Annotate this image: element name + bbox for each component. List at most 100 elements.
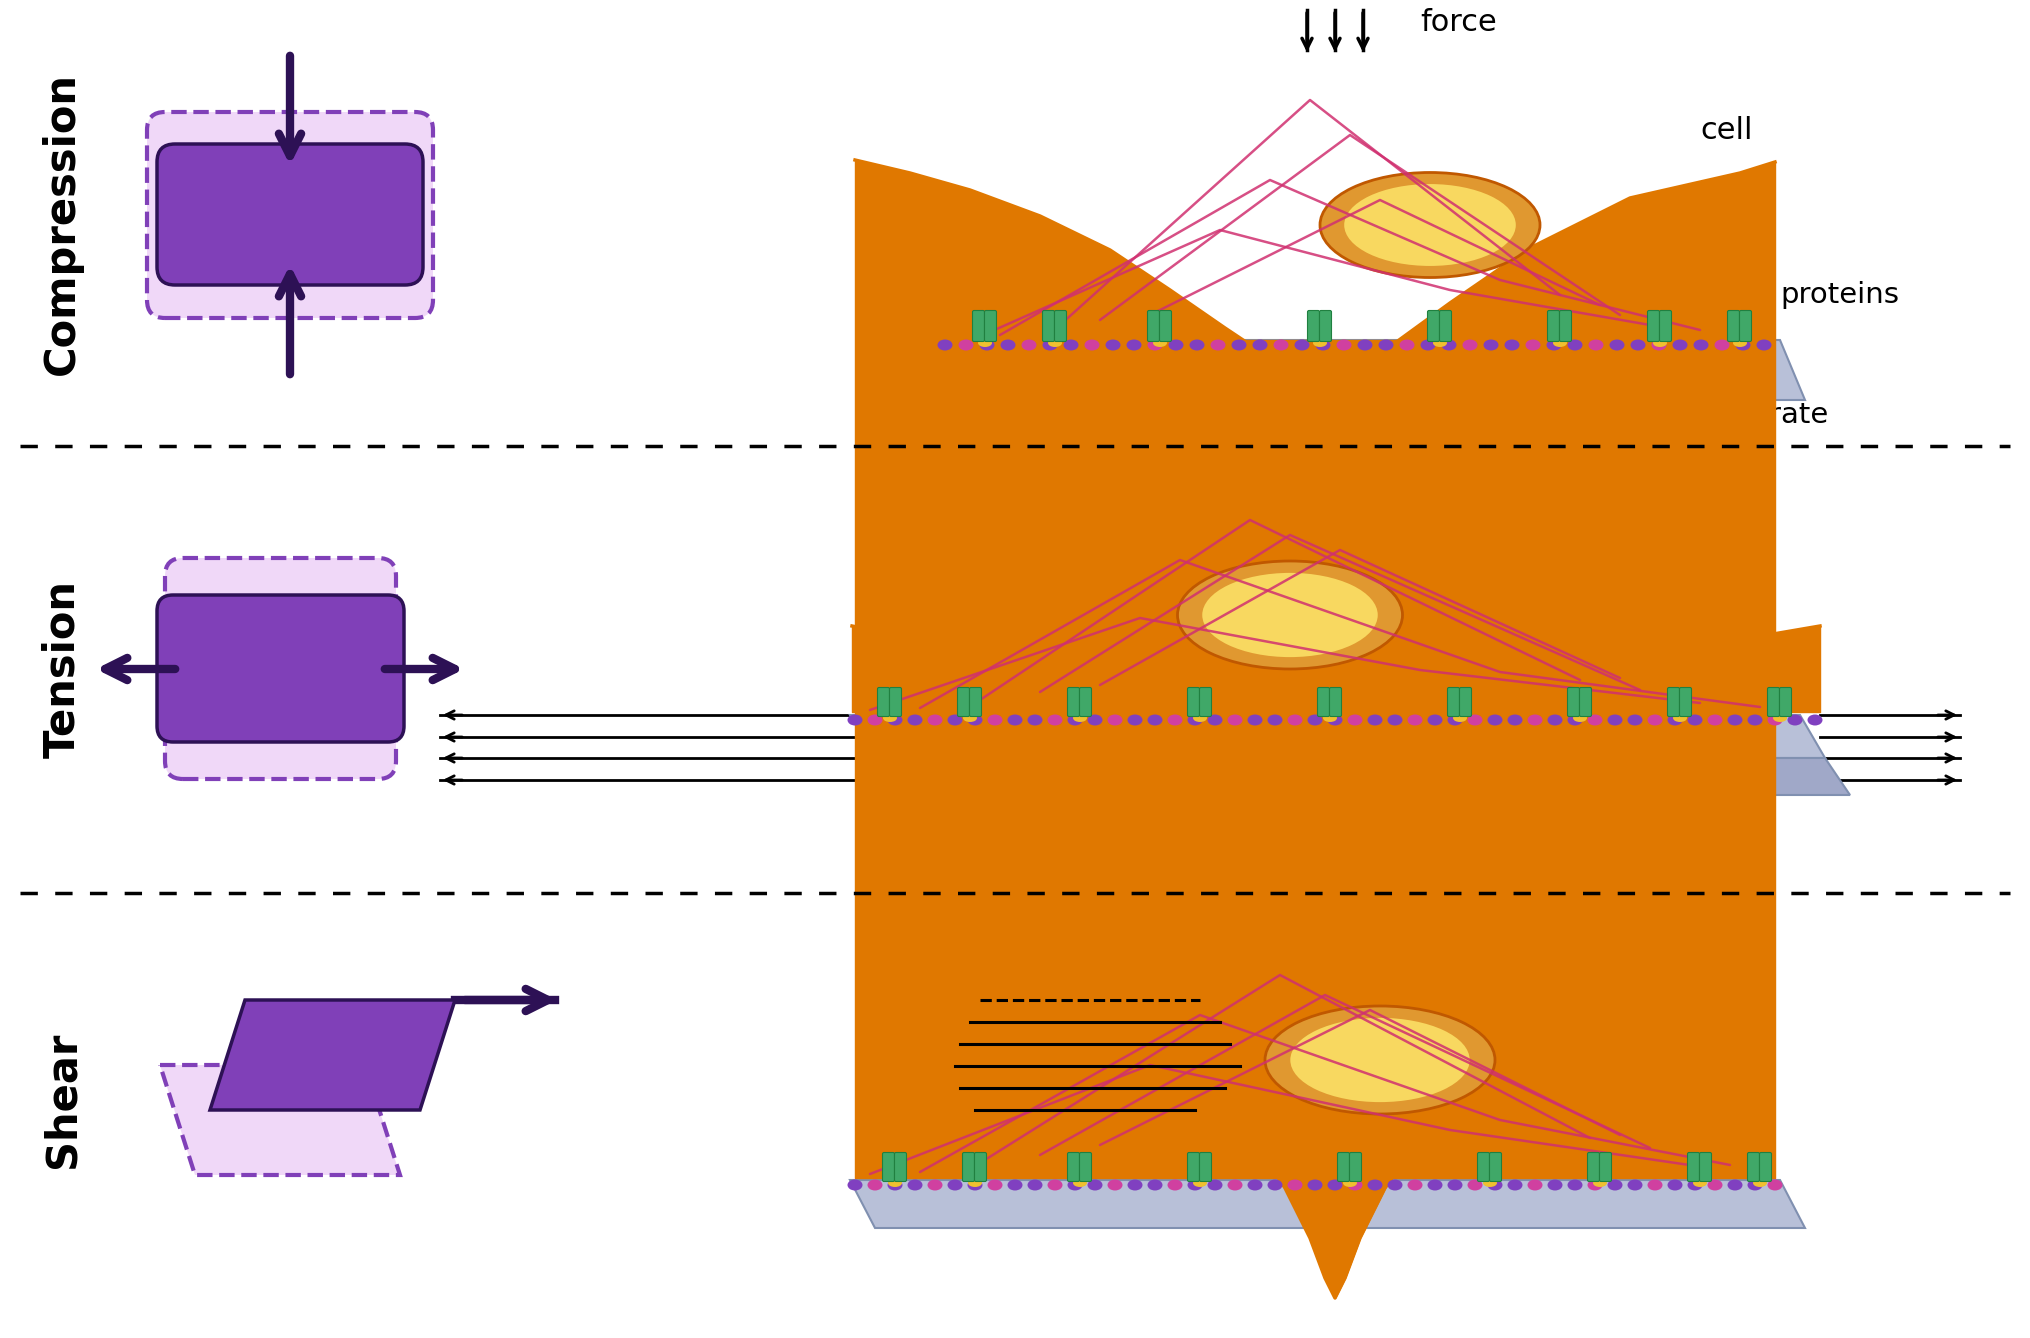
Ellipse shape xyxy=(1307,714,1322,725)
Ellipse shape xyxy=(962,714,976,723)
Ellipse shape xyxy=(1587,1180,1602,1191)
Ellipse shape xyxy=(1687,714,1703,725)
FancyBboxPatch shape xyxy=(1460,688,1472,717)
FancyBboxPatch shape xyxy=(1780,688,1792,717)
Ellipse shape xyxy=(847,1180,863,1191)
FancyBboxPatch shape xyxy=(1350,1152,1362,1181)
FancyBboxPatch shape xyxy=(1317,688,1330,717)
Ellipse shape xyxy=(1608,714,1622,725)
FancyBboxPatch shape xyxy=(1648,310,1659,341)
Ellipse shape xyxy=(1253,340,1267,351)
Ellipse shape xyxy=(1108,714,1123,725)
Ellipse shape xyxy=(1368,714,1382,725)
Ellipse shape xyxy=(1788,714,1803,725)
Ellipse shape xyxy=(1291,1018,1470,1103)
Ellipse shape xyxy=(1468,1180,1482,1191)
Ellipse shape xyxy=(1527,714,1543,725)
Ellipse shape xyxy=(1127,714,1143,725)
Ellipse shape xyxy=(1358,340,1372,351)
FancyBboxPatch shape xyxy=(1147,310,1159,341)
Ellipse shape xyxy=(1027,1180,1043,1191)
Ellipse shape xyxy=(907,714,922,725)
Ellipse shape xyxy=(1208,1180,1222,1191)
Ellipse shape xyxy=(928,1180,942,1191)
Ellipse shape xyxy=(1127,340,1141,351)
Ellipse shape xyxy=(1248,714,1263,725)
Ellipse shape xyxy=(1553,339,1567,347)
Ellipse shape xyxy=(1421,340,1435,351)
Ellipse shape xyxy=(1001,340,1015,351)
Ellipse shape xyxy=(1433,339,1447,347)
Polygon shape xyxy=(851,1180,1805,1228)
Ellipse shape xyxy=(1108,1180,1123,1191)
FancyBboxPatch shape xyxy=(1740,310,1752,341)
Ellipse shape xyxy=(928,714,942,725)
Ellipse shape xyxy=(1169,340,1183,351)
FancyBboxPatch shape xyxy=(1447,688,1460,717)
Ellipse shape xyxy=(1021,340,1037,351)
Ellipse shape xyxy=(1673,340,1687,351)
Ellipse shape xyxy=(1088,714,1102,725)
Ellipse shape xyxy=(1368,1180,1382,1191)
FancyBboxPatch shape xyxy=(1567,688,1579,717)
FancyBboxPatch shape xyxy=(156,595,404,743)
Ellipse shape xyxy=(1328,1180,1342,1191)
Ellipse shape xyxy=(1147,1180,1163,1191)
FancyBboxPatch shape xyxy=(1547,310,1559,341)
Ellipse shape xyxy=(1027,714,1043,725)
FancyBboxPatch shape xyxy=(1587,1152,1600,1181)
FancyBboxPatch shape xyxy=(877,688,889,717)
Ellipse shape xyxy=(1313,339,1328,347)
Ellipse shape xyxy=(847,714,863,725)
Ellipse shape xyxy=(887,714,903,725)
Ellipse shape xyxy=(1190,340,1204,351)
FancyBboxPatch shape xyxy=(156,145,422,285)
FancyBboxPatch shape xyxy=(1579,688,1592,717)
Ellipse shape xyxy=(938,340,952,351)
Ellipse shape xyxy=(1728,714,1742,725)
Ellipse shape xyxy=(1336,340,1352,351)
Ellipse shape xyxy=(1667,714,1683,725)
Ellipse shape xyxy=(1167,714,1183,725)
Ellipse shape xyxy=(1427,1180,1443,1191)
Ellipse shape xyxy=(1407,714,1423,725)
Text: substrate: substrate xyxy=(1691,401,1829,429)
FancyBboxPatch shape xyxy=(1600,1152,1612,1181)
Ellipse shape xyxy=(1707,714,1723,725)
Ellipse shape xyxy=(1488,1180,1502,1191)
Ellipse shape xyxy=(1453,714,1468,723)
Ellipse shape xyxy=(1273,340,1289,351)
Ellipse shape xyxy=(1267,1180,1283,1191)
Ellipse shape xyxy=(1693,340,1709,351)
Ellipse shape xyxy=(1462,340,1478,351)
Ellipse shape xyxy=(1399,340,1415,351)
Ellipse shape xyxy=(968,1180,983,1191)
Ellipse shape xyxy=(1324,714,1338,723)
Polygon shape xyxy=(875,759,1849,795)
Ellipse shape xyxy=(1587,714,1602,725)
FancyBboxPatch shape xyxy=(883,1152,895,1181)
Ellipse shape xyxy=(1315,340,1330,351)
Ellipse shape xyxy=(958,340,974,351)
Ellipse shape xyxy=(1344,1179,1356,1187)
Ellipse shape xyxy=(1707,1180,1723,1191)
Ellipse shape xyxy=(1652,339,1667,347)
FancyBboxPatch shape xyxy=(1760,1152,1772,1181)
FancyBboxPatch shape xyxy=(1478,1152,1490,1181)
Ellipse shape xyxy=(1567,1180,1583,1191)
Ellipse shape xyxy=(1267,714,1283,725)
Ellipse shape xyxy=(1265,1006,1494,1115)
FancyBboxPatch shape xyxy=(1307,310,1320,341)
Ellipse shape xyxy=(1508,714,1522,725)
Ellipse shape xyxy=(1228,714,1242,725)
Ellipse shape xyxy=(1378,340,1393,351)
FancyBboxPatch shape xyxy=(1687,1152,1699,1181)
FancyBboxPatch shape xyxy=(1728,310,1740,341)
Ellipse shape xyxy=(1084,340,1100,351)
Ellipse shape xyxy=(1693,1179,1707,1187)
Ellipse shape xyxy=(1484,340,1498,351)
Ellipse shape xyxy=(1047,339,1062,347)
FancyBboxPatch shape xyxy=(1188,1152,1200,1181)
Ellipse shape xyxy=(1232,340,1246,351)
Ellipse shape xyxy=(1748,714,1762,725)
